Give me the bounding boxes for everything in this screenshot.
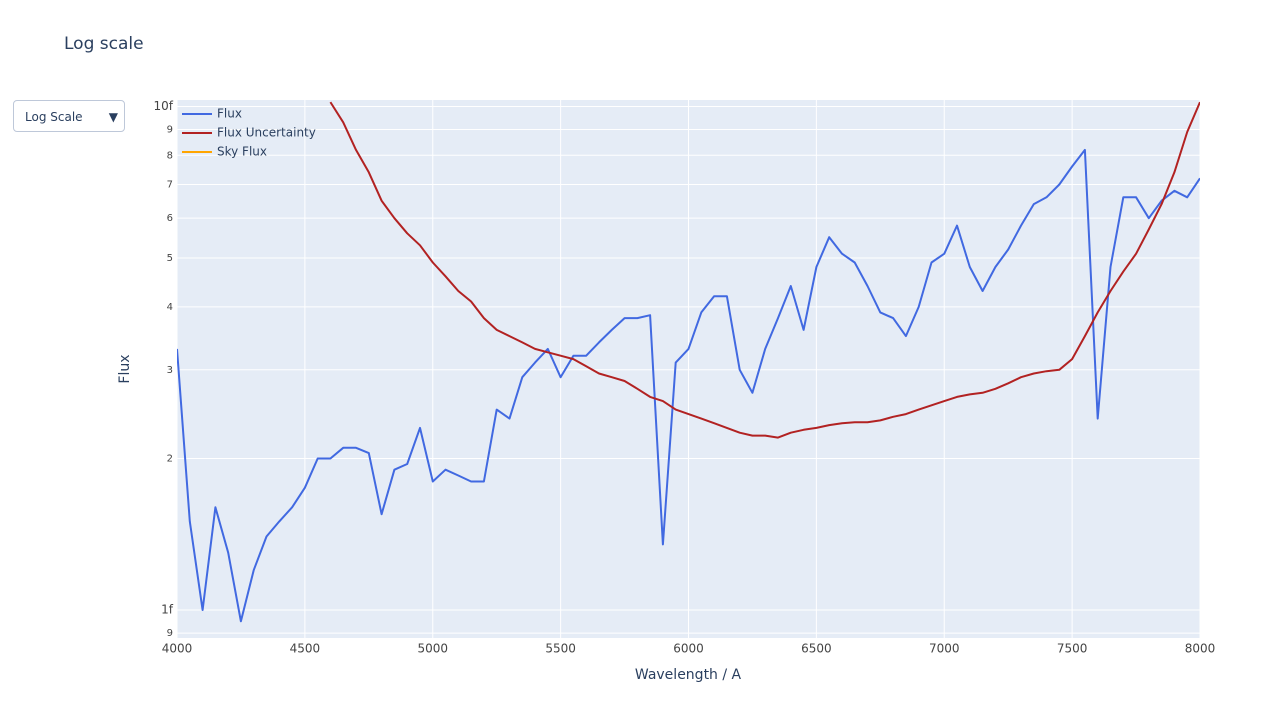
- y-tick-label: 5: [167, 253, 173, 264]
- x-tick-label: 5000: [417, 642, 448, 656]
- x-tick-label: 4000: [162, 642, 193, 656]
- y-tick-label: 9: [167, 628, 173, 639]
- x-tick-label: 5500: [545, 642, 576, 656]
- series-line: [177, 148, 1200, 623]
- y-axis-title: Flux: [117, 354, 133, 383]
- x-tick-label: 6000: [673, 642, 704, 656]
- x-tick-label: 8000: [1185, 642, 1216, 656]
- y-tick-label: 2: [167, 453, 173, 464]
- y-tick-label: 6: [167, 213, 173, 224]
- dropdown-label: Log Scale: [25, 110, 83, 124]
- x-axis-title: Wavelength / A: [635, 667, 742, 683]
- x-tick-label: 7000: [929, 642, 960, 656]
- series-line: [329, 101, 1200, 439]
- chart-title: Log scale: [64, 34, 144, 54]
- x-tick-label: 6500: [801, 642, 832, 656]
- dropdown-arrow: ▼: [108, 110, 118, 124]
- y-tick-label: 3: [167, 365, 173, 376]
- y-tick-label: 10f: [154, 99, 174, 113]
- y-tick-label: 9: [167, 125, 173, 136]
- legend-label: Flux: [217, 107, 242, 121]
- scale-dropdown[interactable]: Log Scale ▼: [13, 100, 125, 132]
- legend-label: Sky Flux: [217, 145, 267, 159]
- y-tick-label: 7: [167, 179, 173, 190]
- x-tick-label: 4500: [290, 642, 321, 656]
- y-tick-label: 4: [167, 302, 173, 313]
- y-tick-label: 1f: [161, 603, 174, 617]
- x-tick-label: 7500: [1057, 642, 1088, 656]
- legend-label: Flux Uncertainty: [217, 126, 316, 140]
- y-tick-label: 8: [167, 150, 173, 161]
